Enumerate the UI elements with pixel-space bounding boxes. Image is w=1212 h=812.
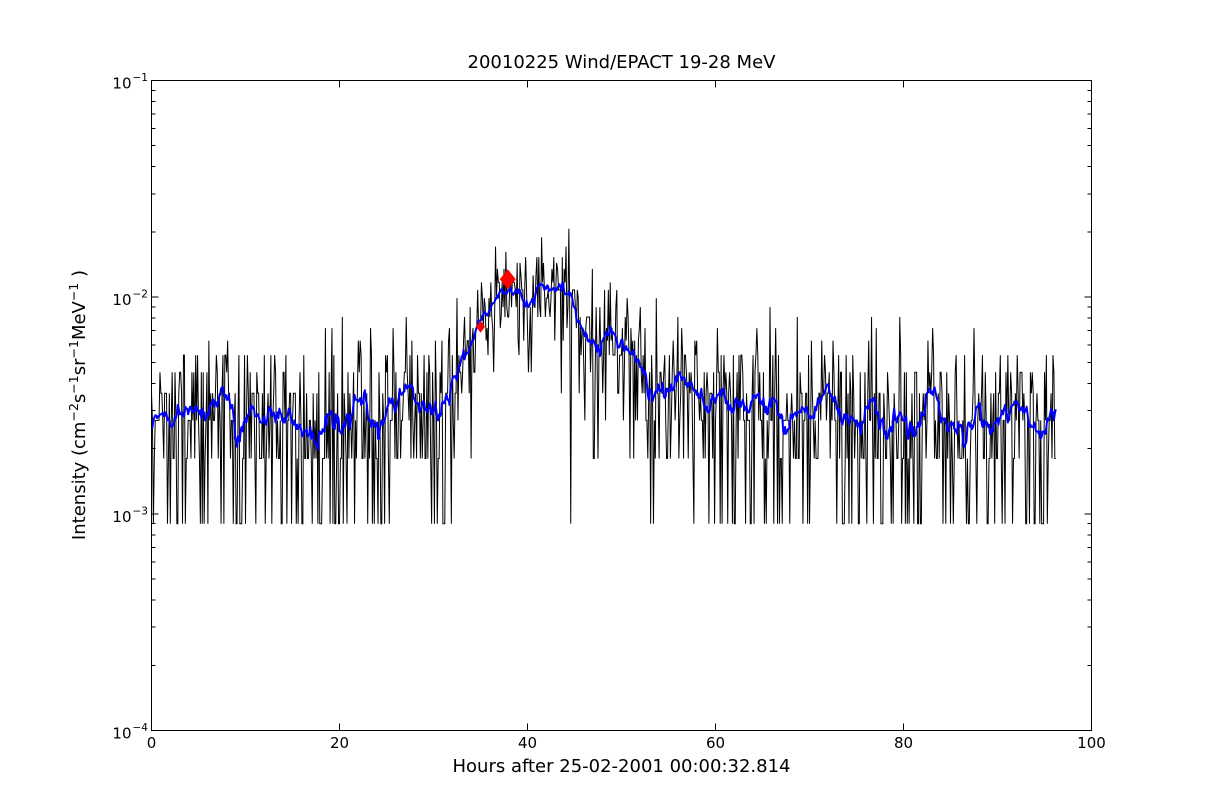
x-tick-label: 40	[518, 734, 537, 752]
y-axis-label: Intensity (cm−2s−1sr−1MeV−1 )	[66, 270, 90, 540]
x-tick-label: 60	[706, 734, 725, 752]
y-tick-label: 10	[112, 725, 131, 743]
smoothed-intensity-trace	[150, 281, 1057, 451]
onset-marker	[476, 320, 485, 333]
y-tick-exponent: −2	[133, 289, 148, 301]
y-tick-exponent: −1	[133, 72, 148, 84]
x-tick-label: 80	[894, 734, 913, 752]
y-tick-exponent: −4	[133, 722, 149, 734]
y-tick-label: 10	[112, 508, 131, 526]
x-tick-label: 0	[147, 734, 157, 752]
x-tick-label: 20	[330, 734, 349, 752]
y-tick-label: 10	[112, 291, 131, 309]
y-tick-exponent: −3	[133, 505, 148, 517]
x-axis-label: Hours after 25-02-2001 00:00:32.814	[452, 756, 790, 777]
plot-title: 20010225 Wind/EPACT 19-28 MeV	[468, 52, 777, 73]
x-tick-label: 100	[1077, 734, 1106, 752]
raw-intensity-trace	[151, 228, 1056, 525]
plot-frame	[151, 80, 1092, 731]
y-tick-label: 10	[112, 75, 131, 93]
peak-marker	[499, 269, 516, 290]
